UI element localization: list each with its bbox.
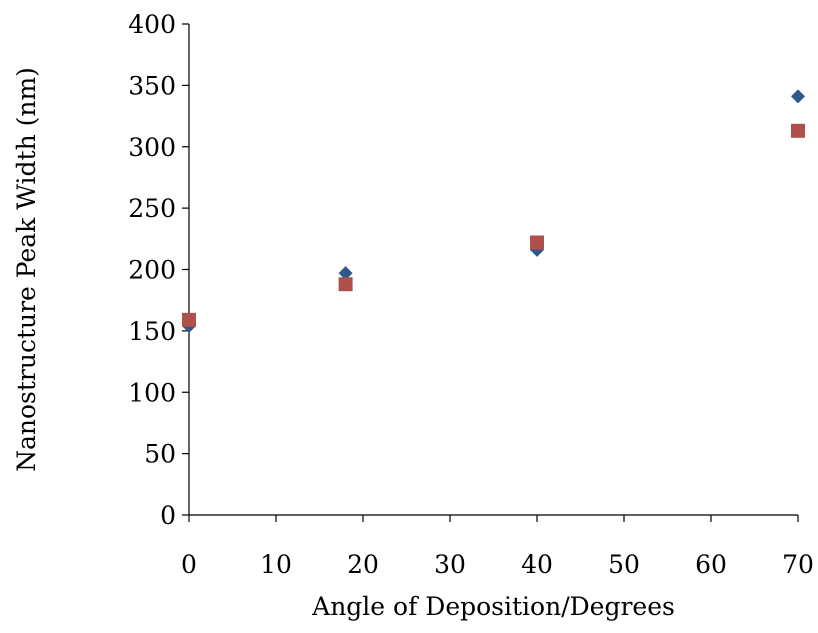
y-tick-label: 300 [128, 133, 176, 162]
x-tick-label: 0 [181, 550, 197, 579]
square-marker [338, 277, 353, 292]
axes: 0 50 100 150 200 250 300 350 400 0 10 20 30 40 50 60 70 [128, 10, 814, 579]
y-tick-label: 350 [128, 71, 176, 100]
y-tick-label: 250 [128, 194, 176, 223]
x-tick-label: 50 [608, 550, 640, 579]
x-tick-label: 30 [434, 550, 466, 579]
x-tick-label: 70 [782, 550, 814, 579]
x-tick-label: 10 [260, 550, 292, 579]
square-marker [182, 312, 196, 327]
square-marker [530, 235, 544, 250]
square-marker [791, 123, 805, 138]
y-tick-label: 150 [128, 317, 176, 346]
x-tick-label: 40 [521, 550, 553, 579]
x-axis-title: Angle of Deposition/Degrees [311, 592, 675, 621]
diamond-marker [791, 89, 805, 104]
y-tick-label: 100 [128, 378, 176, 407]
y-tick-label: 200 [128, 256, 176, 285]
y-tick-label: 0 [160, 501, 176, 530]
data-marks [182, 89, 805, 333]
y-tick-label: 50 [144, 440, 176, 469]
y-axis-title: Nanostructure Peak Width (nm) [12, 67, 41, 472]
diamond-marker [338, 266, 353, 281]
y-tick-label: 400 [128, 10, 176, 39]
x-tick-label: 20 [347, 550, 379, 579]
x-tick-label: 60 [695, 550, 727, 579]
